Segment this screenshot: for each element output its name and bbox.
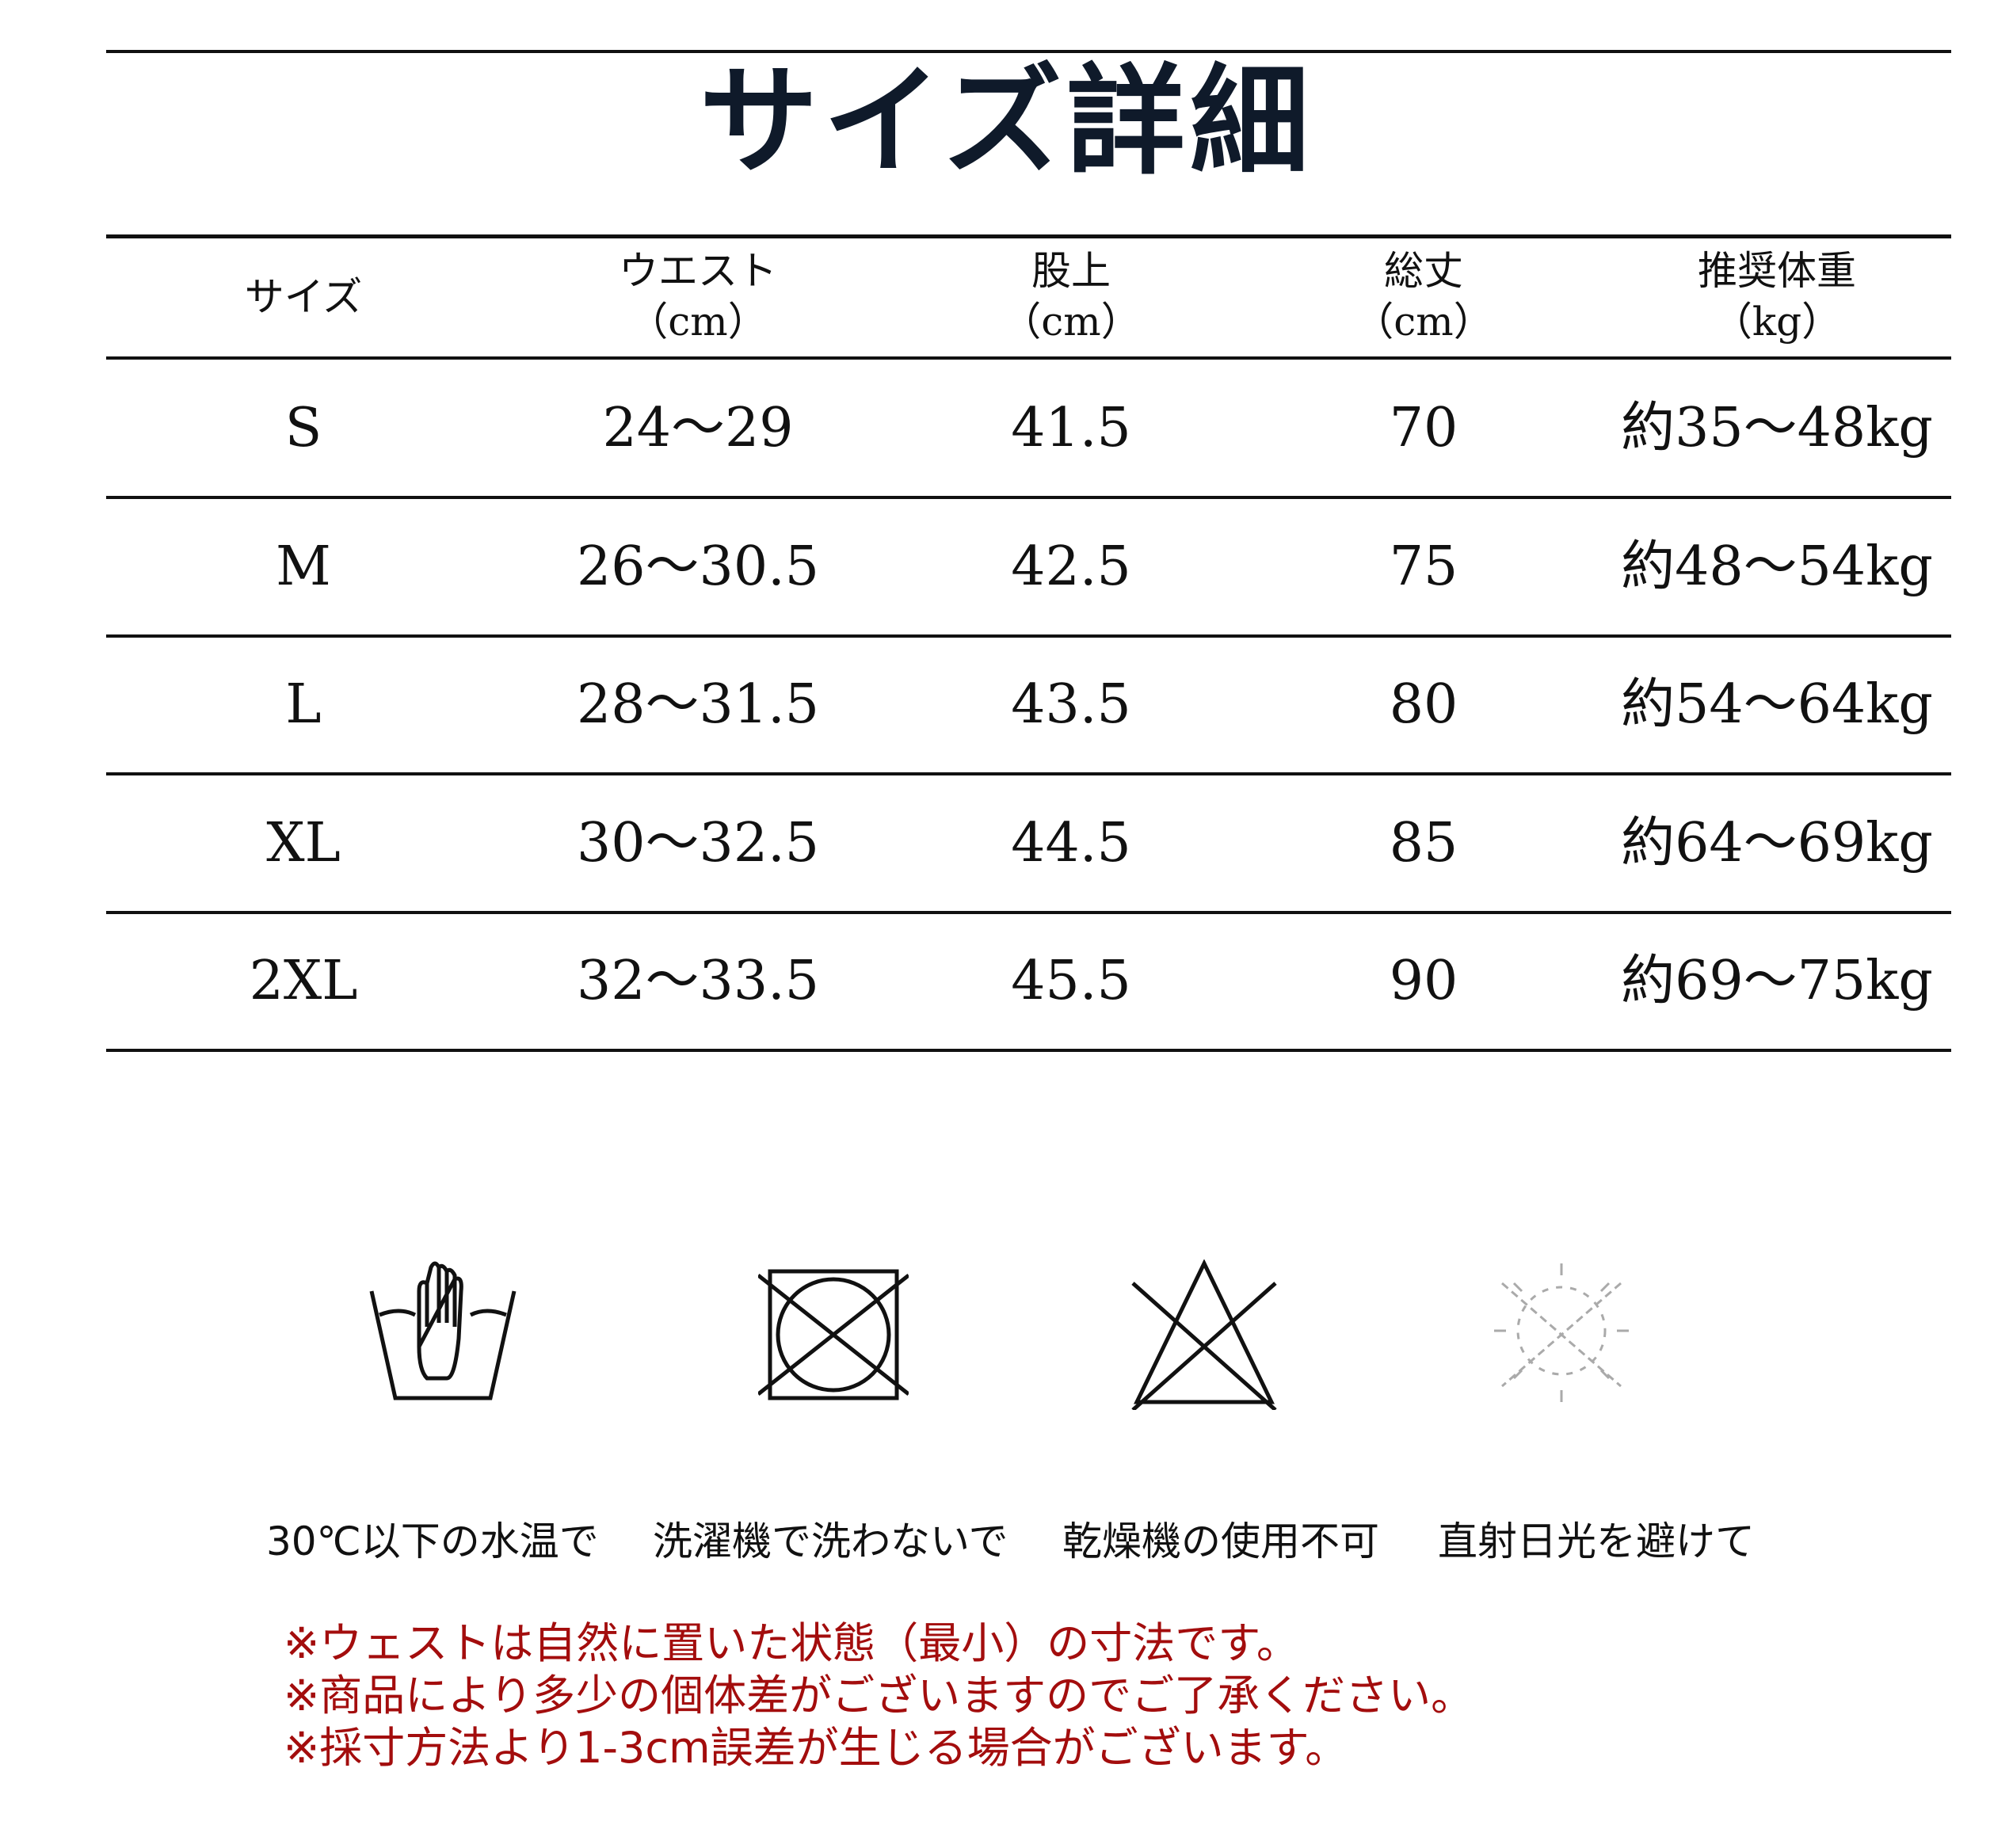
header-weight: 推奨体重 （kg） (1603, 246, 1951, 347)
cell-rise: 44.5 (1011, 811, 1131, 874)
table-row: S 24～29 41.5 70 約35～48kg (0, 360, 2013, 497)
header-top-rule (106, 234, 1951, 238)
cell-waist: 28～31.5 (577, 673, 819, 736)
cell-size: L (285, 673, 322, 736)
cell-waist: 24～29 (602, 397, 794, 459)
header-size: サイズ (129, 272, 478, 322)
row-divider (106, 634, 1951, 638)
cell-size: M (276, 535, 331, 598)
cell-rise: 43.5 (1011, 673, 1131, 736)
table-row: M 26～30.5 42.5 75 約48～54kg (0, 498, 2013, 636)
cell-weight: 約54～64kg (1621, 673, 1933, 736)
cell-weight: 約35～48kg (1621, 397, 1933, 459)
cell-weight: 約69～75kg (1621, 950, 1933, 1012)
cell-size: XL (266, 811, 341, 874)
header-unit: （cm） (628, 299, 768, 345)
header-unit: （cm） (1001, 299, 1141, 345)
row-divider (106, 910, 1951, 914)
header-label: 総丈 (1384, 248, 1463, 294)
cell-size: S (284, 397, 322, 459)
cell-length: 80 (1389, 673, 1458, 736)
header-unit: （cm） (1354, 299, 1493, 345)
table-row: 2XL 32～33.5 45.5 90 約69～75kg (0, 913, 2013, 1050)
cell-length: 90 (1389, 950, 1458, 1012)
no-bleach-icon (1131, 1259, 1277, 1410)
cell-waist: 26～30.5 (577, 535, 819, 598)
row-divider (106, 1049, 1951, 1052)
note-individual-difference: ※商品により多少の個体差がございますのでご了承ください。 (284, 1671, 1474, 1720)
care-label-hand-wash: 30℃以下の水温で (266, 1518, 599, 1564)
table-row: XL 30～32.5 44.5 85 約64～69kg (0, 775, 2013, 913)
header-waist: ウエスト （cm） (524, 246, 872, 347)
cell-rise: 42.5 (1011, 535, 1131, 598)
no-sun-icon (1494, 1263, 1629, 1402)
cell-weight: 約48～54kg (1621, 535, 1933, 598)
header-label: 股上 (1031, 248, 1111, 294)
header-bottom-rule (106, 356, 1951, 360)
header-unit: （kg） (1712, 299, 1842, 345)
cell-weight: 約64～69kg (1621, 811, 1933, 874)
header-label: ウエスト (619, 248, 777, 294)
row-divider (106, 496, 1951, 499)
hand-wash-icon (369, 1261, 517, 1400)
cell-length: 85 (1389, 811, 1458, 874)
header-rise: 股上 （cm） (897, 246, 1245, 347)
care-label-avoid-sun: 直射日光を避けて (1438, 1518, 1755, 1564)
header-label: サイズ (244, 274, 363, 320)
cell-waist: 32～33.5 (577, 950, 819, 1012)
care-label-no-machine-wash: 洗濯機で洗わないで (653, 1518, 1008, 1564)
header-length: 総丈 （cm） (1249, 246, 1598, 347)
note-waist: ※ウェストは自然に置いた状態（最小）の寸法です。 (284, 1618, 1299, 1668)
row-divider (106, 772, 1951, 775)
care-label-no-dryer: 乾燥機の使用不可 (1062, 1518, 1379, 1564)
table-row: L 28～31.5 43.5 80 約54～64kg (0, 636, 2013, 774)
header-label: 推奨体重 (1698, 248, 1856, 294)
cell-rise: 41.5 (1011, 397, 1131, 459)
page-title: サイズ詳細 (699, 51, 1314, 191)
no-tumble-dry-icon (758, 1269, 909, 1400)
cell-length: 70 (1389, 397, 1458, 459)
top-rule (106, 50, 1951, 53)
cell-length: 75 (1389, 535, 1458, 598)
cell-size: 2XL (249, 950, 358, 1012)
note-measurement-error: ※採寸方法より1-3cm誤差が生じる場合がございます。 (284, 1723, 1348, 1773)
cell-rise: 45.5 (1011, 950, 1131, 1012)
cell-waist: 30～32.5 (577, 811, 819, 874)
